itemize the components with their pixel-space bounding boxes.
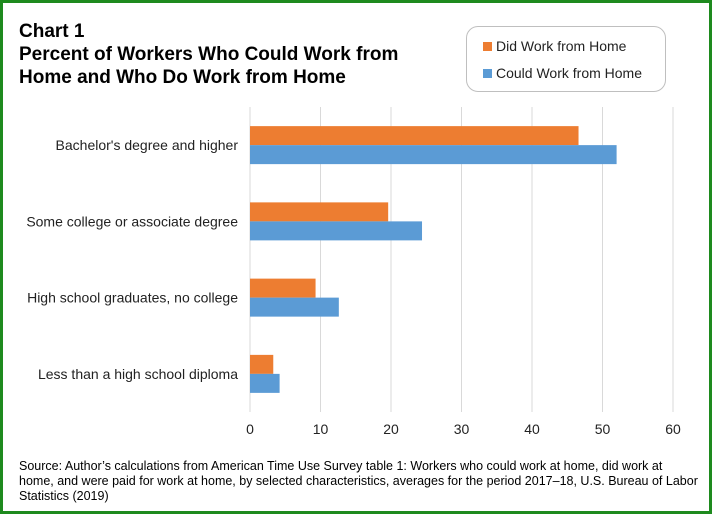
x-tick-label-3: 30 [454, 421, 470, 437]
bar-did-2 [250, 278, 316, 298]
legend-label-could: Could Work from Home [496, 65, 643, 81]
y-category-label-1: Some college or associate degree [26, 213, 238, 229]
bar-did-1 [250, 202, 389, 222]
legend-item-did: Did Work from Home [483, 38, 626, 54]
chart-title-line-3: Home and Who Do Work from Home [19, 67, 346, 88]
chart-title-line-1: Chart 1 [19, 21, 85, 42]
x-tick-label-5: 50 [595, 421, 611, 437]
legend-item-could: Could Work from Home [483, 65, 642, 81]
bar-did-0 [250, 126, 579, 146]
x-tick-label-1: 10 [313, 421, 329, 437]
chart-title-line-2: Percent of Workers Who Could Work from [19, 44, 399, 65]
bar-could-3 [250, 373, 280, 393]
legend-label-did: Did Work from Home [496, 38, 627, 54]
bar-could-0 [250, 145, 617, 165]
x-tick-label-4: 40 [524, 421, 540, 437]
bar-could-2 [250, 297, 339, 317]
legend-swatch-could [483, 68, 492, 78]
y-category-label-3: Less than a high school diploma [38, 366, 238, 382]
y-category-label-2: High school graduates, no college [27, 290, 238, 306]
x-tick-label-0: 0 [246, 421, 254, 437]
chart-legend: Did Work from Home Could Work from Home [466, 26, 666, 92]
x-tick-label-2: 20 [383, 421, 399, 437]
chart-title: Chart 1 Percent of Workers Who Could Wor… [19, 20, 398, 89]
x-tick-label-6: 60 [665, 421, 681, 437]
bar-did-3 [250, 354, 274, 374]
y-category-label-0: Bachelor's degree and higher [56, 137, 239, 153]
legend-swatch-did [483, 41, 492, 51]
source-note: Source: Author’s calculations from Ameri… [19, 459, 698, 503]
bar-could-1 [250, 221, 423, 241]
